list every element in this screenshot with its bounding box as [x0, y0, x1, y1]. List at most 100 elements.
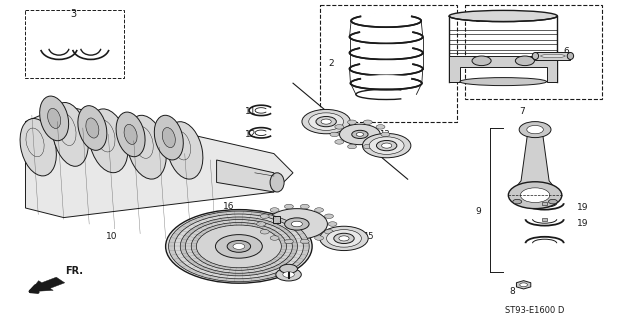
Circle shape [348, 120, 357, 124]
Circle shape [382, 143, 392, 148]
Circle shape [363, 144, 372, 149]
FancyArrow shape [30, 277, 65, 292]
Circle shape [363, 120, 372, 124]
Text: 10: 10 [106, 232, 117, 241]
Bar [542, 218, 547, 221]
Circle shape [321, 119, 331, 124]
Text: FR.: FR. [66, 266, 83, 276]
Bar [465, 5, 602, 99]
Bar [320, 5, 457, 122]
Circle shape [316, 116, 336, 127]
Circle shape [300, 239, 309, 244]
Circle shape [270, 208, 279, 212]
Circle shape [315, 236, 324, 240]
Ellipse shape [52, 102, 89, 166]
Ellipse shape [89, 109, 128, 173]
Circle shape [233, 244, 245, 249]
Text: 19: 19 [576, 220, 588, 228]
Ellipse shape [154, 115, 183, 160]
Circle shape [191, 222, 287, 270]
Ellipse shape [541, 54, 565, 58]
Circle shape [285, 218, 309, 230]
Ellipse shape [167, 122, 203, 179]
Circle shape [515, 56, 534, 66]
Circle shape [196, 225, 282, 268]
Polygon shape [517, 281, 531, 289]
Circle shape [283, 272, 294, 277]
Text: 1: 1 [475, 15, 480, 24]
Text: 3: 3 [70, 9, 76, 20]
Ellipse shape [568, 52, 573, 60]
Circle shape [369, 137, 404, 154]
Ellipse shape [116, 112, 145, 157]
Ellipse shape [460, 77, 547, 85]
Text: 16: 16 [223, 202, 234, 211]
Circle shape [270, 236, 279, 240]
Text: 15: 15 [318, 109, 329, 118]
Circle shape [330, 132, 339, 137]
Bar [542, 202, 547, 205]
Circle shape [309, 113, 343, 130]
Ellipse shape [127, 115, 166, 179]
Circle shape [519, 122, 551, 138]
Circle shape [180, 217, 297, 276]
Circle shape [285, 204, 294, 209]
Circle shape [280, 264, 297, 273]
Circle shape [302, 109, 350, 134]
Circle shape [328, 222, 337, 226]
Polygon shape [217, 160, 274, 192]
Text: 6: 6 [564, 47, 569, 56]
Ellipse shape [162, 128, 175, 148]
Ellipse shape [39, 96, 69, 141]
Polygon shape [25, 106, 293, 218]
Circle shape [320, 226, 368, 251]
Circle shape [520, 188, 550, 203]
Circle shape [376, 124, 385, 129]
Circle shape [327, 230, 361, 247]
Circle shape [352, 130, 368, 139]
Circle shape [376, 140, 385, 144]
Circle shape [266, 209, 327, 239]
Circle shape [300, 204, 309, 209]
Circle shape [324, 229, 333, 234]
Circle shape [348, 144, 357, 149]
Polygon shape [517, 134, 553, 186]
Circle shape [257, 222, 266, 226]
Ellipse shape [124, 124, 137, 144]
Circle shape [291, 221, 303, 227]
Circle shape [376, 140, 397, 151]
Circle shape [227, 241, 250, 252]
Bar [273, 216, 280, 223]
Circle shape [513, 199, 522, 204]
Ellipse shape [20, 118, 56, 176]
Ellipse shape [270, 173, 284, 192]
Text: 12: 12 [245, 130, 257, 139]
Circle shape [381, 132, 390, 137]
Text: 2: 2 [328, 60, 334, 68]
Circle shape [324, 214, 333, 219]
Polygon shape [449, 56, 557, 82]
Text: 17: 17 [284, 269, 296, 278]
Text: 8: 8 [510, 287, 515, 296]
Circle shape [285, 239, 294, 244]
Text: 15: 15 [363, 232, 373, 241]
Bar [535, 52, 571, 60]
Circle shape [335, 140, 344, 144]
Ellipse shape [86, 118, 99, 138]
Bar [25, 10, 124, 78]
Text: 18: 18 [259, 215, 269, 224]
Circle shape [472, 56, 491, 66]
Circle shape [261, 229, 269, 234]
Circle shape [548, 199, 557, 204]
Circle shape [276, 268, 301, 281]
Circle shape [261, 214, 269, 219]
Circle shape [356, 132, 364, 136]
Text: 14: 14 [297, 248, 308, 257]
Circle shape [340, 124, 380, 145]
Circle shape [315, 208, 324, 212]
Circle shape [185, 220, 292, 273]
Circle shape [527, 125, 543, 134]
Text: 7: 7 [519, 108, 525, 116]
Text: 13: 13 [379, 130, 390, 139]
Circle shape [334, 233, 354, 244]
